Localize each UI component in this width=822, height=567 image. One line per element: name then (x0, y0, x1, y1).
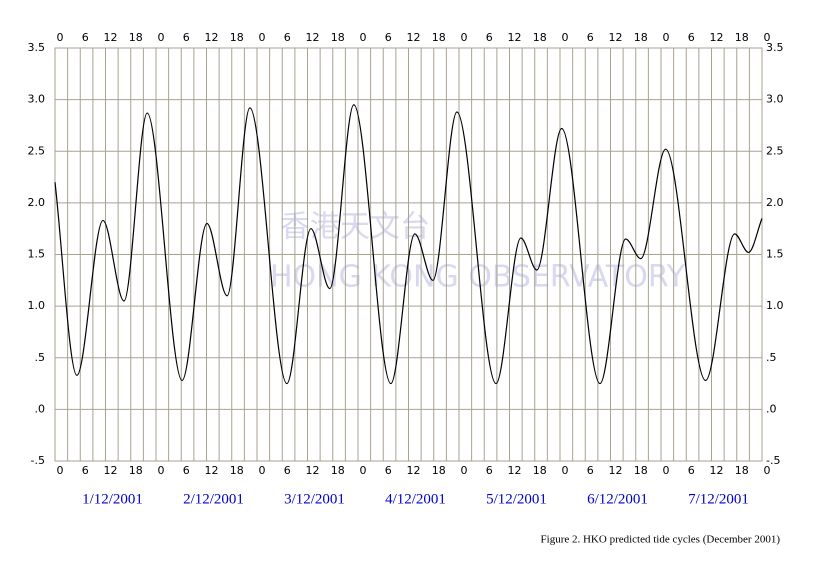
x-tick-label-bottom: 0 (461, 464, 468, 477)
x-tick-label-top: 18 (634, 31, 648, 44)
x-tick-label-top: 18 (533, 31, 547, 44)
x-tick-label-bottom: 12 (508, 464, 522, 477)
x-tick-label-bottom: 6 (82, 464, 89, 477)
x-tick-label-top: 0 (158, 31, 165, 44)
x-tick-label-bottom: 12 (104, 464, 118, 477)
x-tick-label-bottom: 6 (183, 464, 190, 477)
watermark-zh: 香港天文台 (280, 210, 430, 245)
y2-tick-label: -.5 (766, 454, 780, 467)
x-tick-label-top: 12 (508, 31, 522, 44)
x-tick-label-top: 12 (104, 31, 118, 44)
x-tick-label-bottom: 0 (360, 464, 367, 477)
day-label: 6/12/2001 (587, 491, 648, 507)
x-tick-label-top: 6 (385, 31, 392, 44)
x-tick-label-top: 0 (259, 31, 266, 44)
caption: Figure 2. HKO predicted tide cycles (Dec… (541, 534, 781, 546)
x-tick-label-bottom: 18 (230, 464, 244, 477)
y-tick-label: -.5 (31, 454, 45, 467)
y2-tick-label: .5 (766, 351, 777, 364)
x-tick-label-bottom: 12 (407, 464, 421, 477)
x-tick-label-bottom: 6 (486, 464, 493, 477)
y-tick-label: 2.5 (28, 144, 46, 157)
x-tick-label-top: 12 (710, 31, 724, 44)
day-label: 2/12/2001 (183, 491, 244, 507)
x-tick-label-bottom: 18 (432, 464, 446, 477)
y-tick-label: .5 (35, 351, 46, 364)
x-tick-label-bottom: 18 (634, 464, 648, 477)
y2-tick-label: 1.0 (766, 299, 784, 312)
x-tick-label-bottom: 0 (158, 464, 165, 477)
x-tick-label-top: 0 (461, 31, 468, 44)
x-tick-label-top: 0 (57, 31, 64, 44)
day-label: 1/12/2001 (82, 491, 143, 507)
y-tick-label: 1.0 (28, 299, 46, 312)
x-tick-label-bottom: 6 (688, 464, 695, 477)
x-tick-label-top: 12 (407, 31, 421, 44)
day-label: 4/12/2001 (385, 491, 446, 507)
x-tick-label-bottom: 12 (609, 464, 623, 477)
x-tick-label-top: 0 (360, 31, 367, 44)
plot-frame (54, 47, 763, 462)
x-tick-label-top: 6 (587, 31, 594, 44)
y-tick-label: 2.0 (28, 196, 46, 209)
x-tick-label-bottom: 0 (562, 464, 569, 477)
y2-tick-label: .0 (766, 402, 777, 415)
x-tick-label-top: 18 (735, 31, 749, 44)
x-tick-label-top: 6 (688, 31, 695, 44)
x-tick-label-bottom: 18 (129, 464, 143, 477)
x-tick-label-top: 18 (432, 31, 446, 44)
x-tick-label-bottom: 6 (385, 464, 392, 477)
y-tick-label: 3.0 (28, 93, 46, 106)
x-tick-label-bottom: 18 (533, 464, 547, 477)
x-tick-label-top: 12 (609, 31, 623, 44)
y-tick-label: 1.5 (28, 248, 46, 261)
y2-tick-label: 3.0 (766, 93, 784, 106)
day-label: 5/12/2001 (486, 491, 547, 507)
x-tick-label-top: 18 (129, 31, 143, 44)
x-tick-label-top: 6 (284, 31, 291, 44)
x-tick-label-bottom: 0 (57, 464, 64, 477)
day-label: 3/12/2001 (284, 491, 345, 507)
x-tick-label-bottom: 6 (587, 464, 594, 477)
x-tick-label-top: 18 (230, 31, 244, 44)
x-tick-label-bottom: 12 (205, 464, 219, 477)
y-tick-label: 3.5 (28, 41, 46, 54)
x-tick-label-bottom: 0 (259, 464, 266, 477)
x-tick-label-top: 12 (205, 31, 219, 44)
x-tick-label-bottom: 6 (284, 464, 291, 477)
x-tick-label-top: 0 (663, 31, 670, 44)
y-tick-label: .0 (35, 402, 46, 415)
x-tick-label-bottom: 12 (710, 464, 724, 477)
x-tick-label-bottom: 18 (331, 464, 345, 477)
y2-tick-label: 1.5 (766, 248, 784, 261)
x-tick-label-top: 0 (764, 31, 771, 44)
x-tick-label-bottom: 18 (735, 464, 749, 477)
y2-tick-label: 3.5 (766, 41, 784, 54)
x-tick-label-top: 6 (183, 31, 190, 44)
y2-tick-label: 2.0 (766, 196, 784, 209)
tide-line (54, 104, 763, 385)
x-tick-label-top: 6 (486, 31, 493, 44)
y2-tick-label: 2.5 (766, 144, 784, 157)
x-tick-label-bottom: 12 (306, 464, 320, 477)
x-tick-label-top: 0 (562, 31, 569, 44)
x-tick-label-top: 6 (82, 31, 89, 44)
day-label: 7/12/2001 (688, 491, 749, 507)
x-tick-label-top: 12 (306, 31, 320, 44)
x-tick-label-top: 18 (331, 31, 345, 44)
x-tick-label-bottom: 0 (764, 464, 771, 477)
x-tick-label-bottom: 0 (663, 464, 670, 477)
